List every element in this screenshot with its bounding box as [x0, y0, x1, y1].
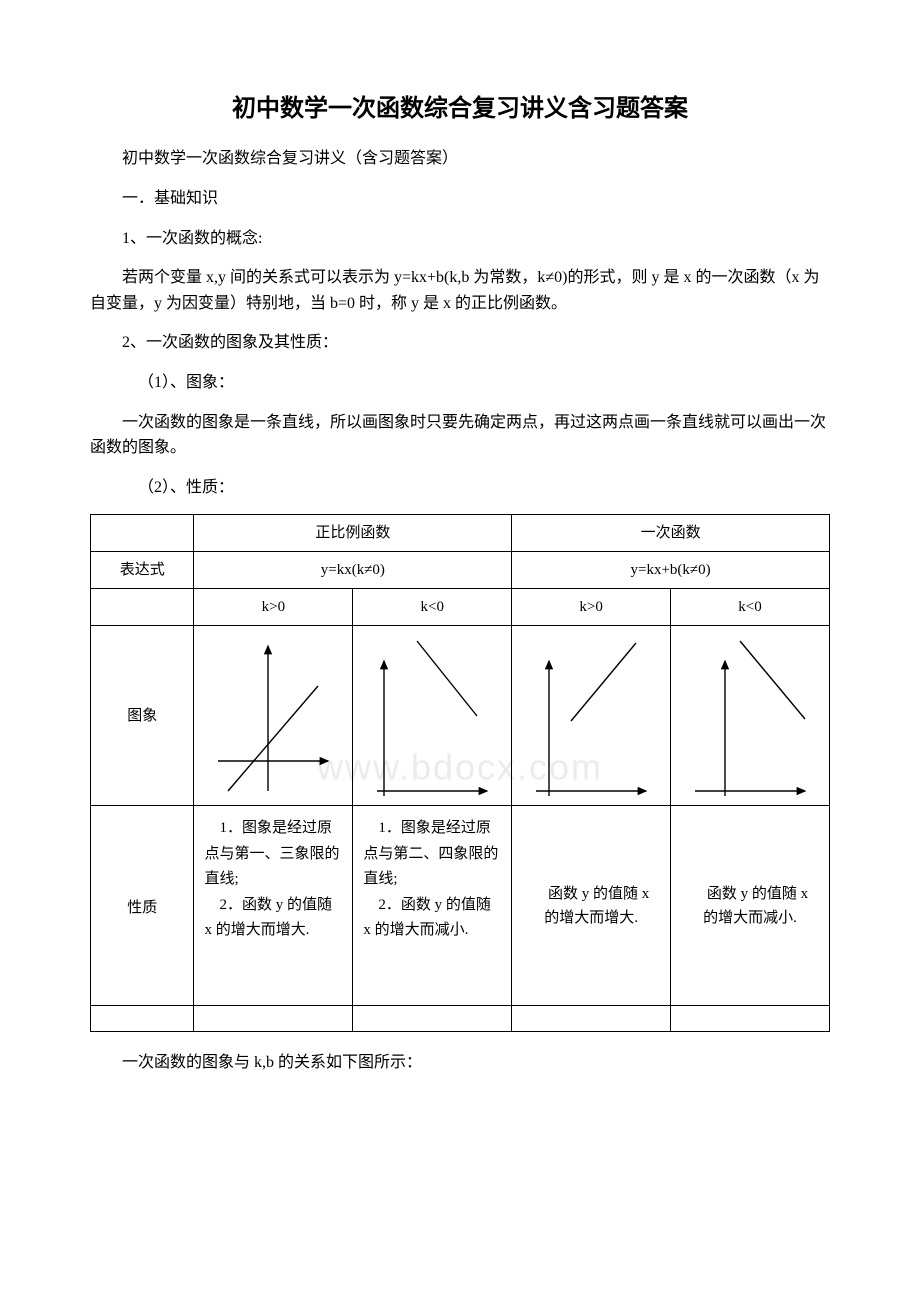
- table-row-empty: [91, 1006, 830, 1032]
- expr-proportional: y=kx(k≠0): [194, 552, 512, 589]
- prop-cell-4: 函数 y 的值随 x 的增大而减小.: [671, 806, 830, 1006]
- expr-linear: y=kx+b(k≠0): [512, 552, 830, 589]
- concept-heading: 1、一次函数的概念:: [90, 226, 830, 252]
- empty-cell: [353, 1006, 512, 1032]
- graph-linear-kpos: [531, 631, 651, 801]
- graph-linear-kneg: [690, 631, 810, 801]
- header-proportional: 正比例函数: [194, 515, 512, 552]
- table-row-graphs: 图象: [91, 626, 830, 806]
- page-title: 初中数学一次函数综合复习讲义含习题答案: [90, 90, 830, 128]
- empty-cell: [91, 1006, 194, 1032]
- empty-cell: [194, 1006, 353, 1032]
- intro-line: 初中数学一次函数综合复习讲义（含习题答案）: [90, 146, 830, 172]
- empty-cell: [512, 1006, 671, 1032]
- header-empty: [91, 515, 194, 552]
- prop-cell-1: 1．图象是经过原点与第一、三象限的直线; 2．函数 y 的值随 x 的增大而增大…: [194, 806, 353, 1006]
- sub-1-body: 一次函数的图象是一条直线，所以画图象时只要先确定两点，再过这两点画一条直线就可以…: [90, 410, 830, 461]
- k-neg-2: k<0: [671, 589, 830, 626]
- label-expression: 表达式: [91, 552, 194, 589]
- graph-proportional-kpos: [213, 631, 333, 801]
- k-pos-1: k>0: [194, 589, 353, 626]
- table-row-header: 正比例函数 一次函数: [91, 515, 830, 552]
- table-row-expression: 表达式 y=kx(k≠0) y=kx+b(k≠0): [91, 552, 830, 589]
- graph-prop-heading: 2、一次函数的图象及其性质：: [90, 330, 830, 356]
- table-row-k: k>0 k<0 k>0 k<0: [91, 589, 830, 626]
- sub-2-heading: （2）、性质：: [90, 475, 830, 501]
- table-row-properties: 性质 1．图象是经过原点与第一、三象限的直线; 2．函数 y 的值随 x 的增大…: [91, 806, 830, 1006]
- section-1-heading: 一．基础知识: [90, 186, 830, 212]
- prop-cell-2: 1．图象是经过原点与第二、四象限的直线; 2．函数 y 的值随 x 的增大而减小…: [353, 806, 512, 1006]
- k-pos-2: k>0: [512, 589, 671, 626]
- label-property: 性质: [91, 806, 194, 1006]
- function-properties-table: 正比例函数 一次函数 表达式 y=kx(k≠0) y=kx+b(k≠0) k>0…: [90, 514, 830, 1032]
- after-table-text: 一次函数的图象与 k,b 的关系如下图所示：: [90, 1050, 830, 1076]
- concept-body: 若两个变量 x,y 间的关系式可以表示为 y=kx+b(k,b 为常数，k≠0)…: [90, 265, 830, 316]
- graph-cell-2: [353, 626, 512, 806]
- table-wrapper: 正比例函数 一次函数 表达式 y=kx(k≠0) y=kx+b(k≠0) k>0…: [90, 514, 830, 1032]
- graph-proportional-kneg: [372, 631, 492, 801]
- header-linear: 一次函数: [512, 515, 830, 552]
- graph-cell-4: [671, 626, 830, 806]
- sub-1-heading: （1）、图象：: [90, 370, 830, 396]
- label-graph: 图象: [91, 626, 194, 806]
- graph-cell-1: [194, 626, 353, 806]
- graph-cell-3: [512, 626, 671, 806]
- prop-cell-3: 函数 y 的值随 x 的增大而增大.: [512, 806, 671, 1006]
- label-k-empty: [91, 589, 194, 626]
- empty-cell: [671, 1006, 830, 1032]
- k-neg-1: k<0: [353, 589, 512, 626]
